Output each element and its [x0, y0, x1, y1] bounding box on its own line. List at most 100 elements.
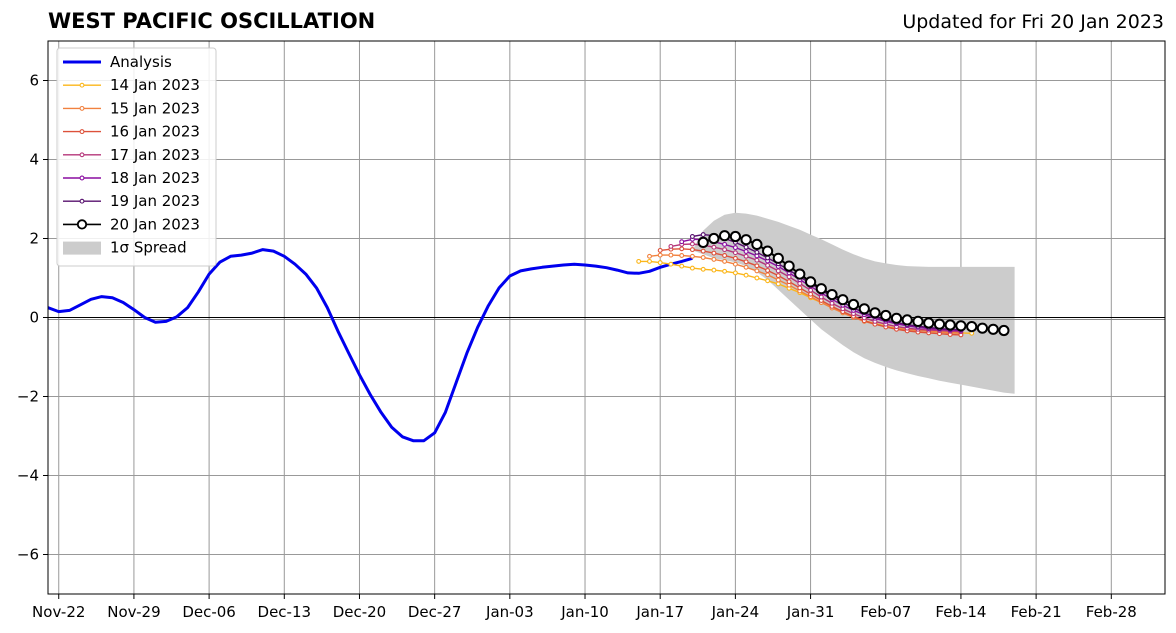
series-point — [711, 256, 717, 262]
legend-item: 15 Jan 2023 — [63, 99, 200, 117]
x-tick-label: Feb-21 — [1011, 603, 1062, 621]
legend-marker — [79, 105, 85, 111]
series-point — [689, 241, 695, 247]
legend-item: Analysis — [63, 53, 172, 71]
series-point — [708, 232, 720, 245]
series-point — [869, 307, 881, 319]
y-tick-label: 2 — [29, 230, 39, 248]
x-tick-label: Jan-17 — [635, 603, 684, 621]
series-point — [700, 232, 706, 238]
series-line — [48, 248, 693, 443]
series-point — [775, 281, 781, 287]
series-point — [797, 281, 803, 286]
series-16-jan-2023 — [657, 246, 964, 338]
series-point — [743, 253, 749, 259]
series-point — [976, 322, 989, 334]
series-point — [794, 268, 806, 280]
series-point — [858, 303, 870, 315]
y-tick-label: −2 — [17, 388, 39, 406]
series-point — [711, 244, 717, 250]
series-point — [754, 257, 760, 263]
series-point — [722, 268, 728, 274]
x-tick-label: Nov-29 — [107, 603, 160, 621]
y-tick-label: 0 — [29, 309, 39, 327]
series-point — [762, 245, 774, 257]
legend-item: 20 Jan 2023 — [63, 215, 200, 233]
series-point — [765, 262, 771, 268]
series-point — [636, 258, 642, 264]
series-point — [987, 323, 999, 335]
legend-marker — [79, 129, 85, 135]
legend-item: 1σ Spread — [63, 239, 187, 257]
x-tick-label: Jan-24 — [711, 603, 760, 621]
y-tick-label: −4 — [17, 467, 39, 485]
series-point — [697, 236, 709, 248]
legend-item: 17 Jan 2023 — [63, 146, 200, 164]
legend-label: 17 Jan 2023 — [110, 146, 200, 164]
series-point — [668, 261, 674, 267]
series-point — [732, 270, 738, 276]
legend-label: 20 Jan 2023 — [110, 215, 200, 233]
chart-subtitle: Updated for Fri 20 Jan 2023 — [902, 11, 1164, 33]
legend-swatch — [63, 241, 101, 255]
series-point — [765, 278, 771, 284]
legend-label: 19 Jan 2023 — [110, 192, 200, 210]
series-point — [743, 249, 749, 254]
series-point — [689, 234, 695, 239]
x-tick-label: Dec-20 — [333, 603, 387, 621]
series-point — [679, 246, 685, 252]
series-point — [657, 247, 663, 253]
series-point — [815, 283, 827, 295]
x-tick-label: Jan-31 — [786, 603, 835, 621]
series-point — [797, 285, 803, 291]
series-point — [818, 294, 824, 300]
y-tick-label: 6 — [29, 72, 39, 90]
series-point — [689, 253, 695, 259]
series-point — [901, 314, 913, 326]
series-analysis — [48, 248, 693, 443]
series-point — [890, 312, 903, 324]
series-point — [689, 247, 695, 253]
y-tick-label: −6 — [17, 546, 39, 564]
series-point — [722, 258, 728, 264]
y-tick-label: 4 — [29, 151, 39, 169]
legend-item: 18 Jan 2023 — [63, 169, 200, 187]
series-point — [722, 241, 728, 247]
legend-marker — [79, 152, 85, 158]
legend-label: 1σ Spread — [110, 239, 187, 257]
series-point — [847, 298, 860, 311]
x-tick-label: Jan-10 — [560, 603, 609, 621]
series-point — [700, 248, 706, 254]
series-point — [786, 279, 792, 285]
series-point — [966, 321, 978, 333]
x-tick-label: Feb-28 — [1086, 603, 1137, 621]
series-point — [826, 289, 838, 301]
series-point — [722, 247, 728, 253]
series-point — [700, 266, 706, 272]
series-point — [765, 268, 771, 273]
series-point — [732, 261, 738, 267]
series-point — [772, 252, 784, 264]
series-point — [732, 245, 738, 251]
series-point — [743, 264, 749, 270]
series-point — [880, 309, 892, 322]
series-point — [722, 253, 728, 258]
series-point — [775, 277, 781, 283]
series-point — [775, 268, 781, 274]
series-line — [670, 243, 961, 333]
series-point — [837, 294, 849, 306]
legend-label: Analysis — [110, 53, 172, 71]
legend-label: 15 Jan 2023 — [110, 99, 200, 117]
series-point — [647, 253, 652, 259]
series-point — [754, 275, 760, 281]
legend-label: 16 Jan 2023 — [110, 123, 200, 141]
series-point — [783, 260, 795, 272]
series-point — [679, 239, 685, 245]
x-tick-label: Dec-06 — [182, 603, 236, 621]
series-point — [786, 274, 792, 280]
series-point — [732, 250, 738, 256]
series-point — [679, 263, 685, 269]
series-point — [765, 272, 771, 278]
legend: Analysis 14 Jan 2023 15 Jan 2023 16 Jan 202… — [56, 47, 217, 267]
